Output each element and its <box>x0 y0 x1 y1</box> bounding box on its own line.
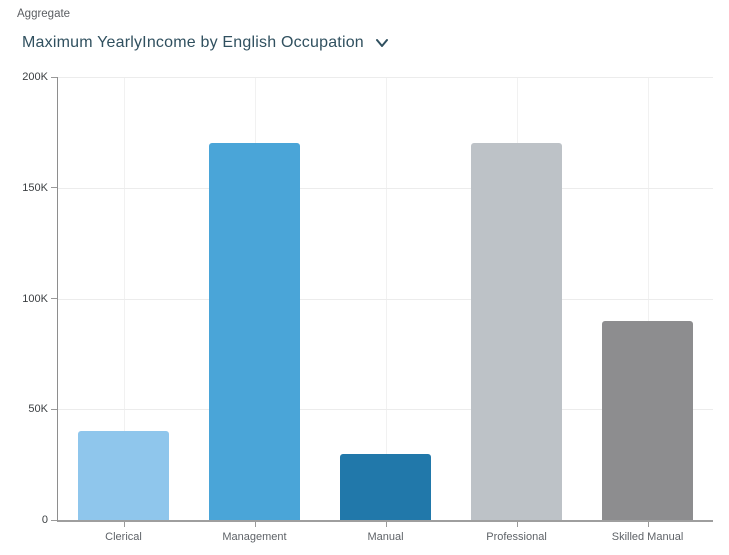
y-axis-tick <box>51 187 57 189</box>
y-axis-label: 50K <box>28 403 48 416</box>
y-axis-label: 100K <box>22 292 48 305</box>
bar-chart-slots: Clerical Management Manual Professional Skil… <box>58 77 713 543</box>
y-axis-label: 0 <box>41 514 48 526</box>
y-axis-label: 200K <box>22 71 48 83</box>
bar-professional[interactable] <box>470 143 563 520</box>
category-slot: Management <box>189 77 320 543</box>
x-axis-tick <box>123 522 125 527</box>
y-gridline <box>58 187 713 189</box>
bar-clerical[interactable] <box>77 431 170 520</box>
x-axis-label: Skilled Manual <box>611 531 684 543</box>
x-axis-tick <box>385 522 387 527</box>
x-axis-tick <box>647 522 649 527</box>
y-gridline <box>58 77 713 78</box>
x-axis-label: Professional <box>486 531 547 543</box>
chevron-down-icon <box>375 39 388 47</box>
category-slot: Professional <box>451 77 582 543</box>
category-slot: Clerical <box>58 77 189 543</box>
y-gridline <box>58 409 713 411</box>
bar-management[interactable] <box>208 143 301 520</box>
chart-title: Maximum YearlyIncome by English Occupati… <box>22 34 364 51</box>
y-axis-tick <box>51 298 57 299</box>
x-axis-label: Manual <box>367 531 404 543</box>
chart-title-dropdown[interactable]: Maximum YearlyIncome by English Occupati… <box>22 32 390 54</box>
x-axis-tick <box>254 522 256 527</box>
y-gridline <box>58 298 713 300</box>
x-axis-label: Management <box>222 531 287 543</box>
x-axis-label: Clerical <box>105 531 142 543</box>
bar-manual[interactable] <box>339 453 432 520</box>
aggregate-label: Aggregate <box>17 8 71 20</box>
y-axis-tick <box>51 76 57 78</box>
x-axis-tick <box>516 522 518 527</box>
y-axis-tick <box>51 408 57 410</box>
y-axis-label: 150K <box>22 181 48 194</box>
category-slot: Manual <box>320 77 451 543</box>
bar-skilled-manual[interactable] <box>601 320 694 520</box>
y-axis-tick <box>51 519 57 521</box>
bar-chart-plot-area: Clerical Management Manual Professional Skil… <box>22 71 713 543</box>
